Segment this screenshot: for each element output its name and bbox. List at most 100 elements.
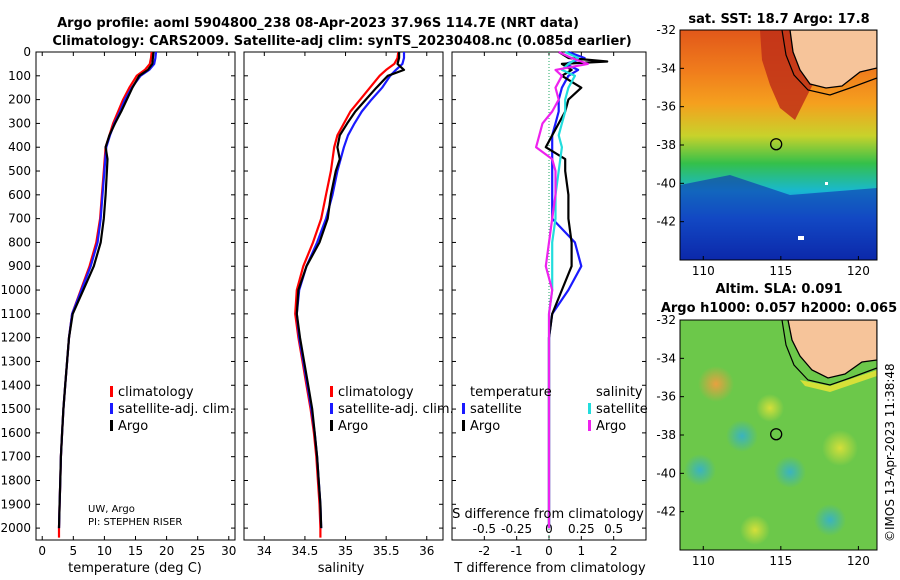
legend-clim-label: climatology bbox=[338, 385, 414, 400]
sla-anomaly bbox=[814, 504, 846, 536]
x-tick-label: 35.5 bbox=[373, 544, 400, 558]
sla-anomaly bbox=[684, 454, 716, 486]
legend-sat-label: satellite-adj. clim. bbox=[338, 402, 454, 417]
legend-temperature-heading: temperature bbox=[470, 385, 552, 400]
figure-title-line2: Climatology: CARS2009. Satellite-adj cli… bbox=[52, 34, 631, 49]
depth-tick-label: 700 bbox=[8, 212, 31, 226]
sst-land bbox=[789, 30, 877, 89]
legend-targo-swatch bbox=[462, 420, 465, 431]
depth-tick-label: 1500 bbox=[0, 402, 31, 416]
series-line bbox=[295, 52, 406, 529]
sla-anomaly bbox=[756, 394, 784, 422]
legend-salinity-heading: salinity bbox=[596, 385, 643, 400]
legend-targo-label: Argo bbox=[470, 419, 500, 434]
depth-tick-label: 0 bbox=[23, 45, 31, 59]
map-y-tick-label: -36 bbox=[656, 100, 676, 114]
sla-map-axes: 110 115 120 -32 -34 -36 -38 -40 -42 bbox=[656, 313, 869, 568]
sst-gap bbox=[798, 236, 804, 240]
s-tick-label: -0.5 bbox=[473, 522, 496, 536]
map-y-tick-label: -38 bbox=[656, 138, 676, 152]
depth-tick-label: 1400 bbox=[0, 378, 31, 392]
depth-tick-label: 800 bbox=[8, 235, 31, 249]
legend-argo-label: Argo bbox=[118, 419, 148, 434]
credit-line1: UW, Argo bbox=[88, 504, 135, 515]
legend-sat-label: satellite-adj. clim. bbox=[118, 402, 234, 417]
sst-map-title: sat. SST: 18.7 Argo: 17.8 bbox=[688, 12, 869, 27]
series-line bbox=[534, 51, 589, 529]
depth-tick-label: 900 bbox=[8, 259, 31, 273]
argo-position-marker bbox=[770, 138, 783, 151]
depth-tick-label: 1100 bbox=[0, 307, 31, 321]
map-y-tick-label: -34 bbox=[656, 61, 676, 75]
x-tick-label: 2 bbox=[610, 544, 618, 558]
depth-tick-label: 1000 bbox=[0, 283, 31, 297]
sla-land bbox=[787, 320, 877, 379]
legend-sat-swatch bbox=[110, 403, 113, 414]
map-y-tick-label: -32 bbox=[656, 313, 676, 327]
s-tick-label: 0.25 bbox=[568, 522, 595, 536]
legend-clim-swatch bbox=[110, 386, 113, 397]
temperature-plot: 0 5 10 15 20 25 30 bbox=[38, 51, 236, 558]
depth-tick-label: 1900 bbox=[0, 497, 31, 511]
legend-sargo-label: Argo bbox=[596, 419, 626, 434]
x-tick-label: 10 bbox=[97, 544, 112, 558]
x-tick-label: 15 bbox=[128, 544, 143, 558]
figure-title-line1: Argo profile: aoml 5904800_238 08-Apr-20… bbox=[57, 16, 579, 31]
map-x-tick-label: 120 bbox=[847, 264, 870, 278]
sla-anomaly bbox=[774, 456, 806, 488]
series-line bbox=[57, 51, 155, 529]
map-x-tick-label: 115 bbox=[769, 264, 792, 278]
temperature-panel bbox=[35, 51, 236, 541]
argo-position-marker bbox=[770, 428, 783, 441]
legend-tsat-swatch bbox=[462, 403, 465, 414]
credit-line2: PI: STEPHEN RISER bbox=[88, 517, 182, 528]
sst-isobath bbox=[781, 30, 877, 96]
legend-argo-swatch bbox=[110, 420, 113, 431]
sla-anomaly bbox=[698, 366, 734, 402]
depth-tick-label: 1800 bbox=[0, 473, 31, 487]
legend-ssat-swatch bbox=[588, 403, 591, 414]
depth-tick-label: 1200 bbox=[0, 331, 31, 345]
x-tick-label: 34.5 bbox=[292, 544, 319, 558]
map-x-tick-label: 110 bbox=[692, 264, 715, 278]
sla-anomaly bbox=[726, 420, 758, 452]
salinity-plot: 34 34.5 35 35.5 36 bbox=[257, 51, 434, 558]
temperature-legend: climatology satellite-adj. clim. Argo bbox=[110, 385, 234, 434]
x-tick-label: 34 bbox=[257, 544, 272, 558]
map-x-tick-label: 120 bbox=[847, 554, 870, 568]
imos-stamp: ©IMOS 13-Apr-2023 11:38:48 bbox=[883, 363, 897, 542]
depth-tick-label: 100 bbox=[8, 69, 31, 83]
x-tick-label: 30 bbox=[221, 544, 236, 558]
map-x-tick-label: 115 bbox=[769, 554, 792, 568]
s-tick-label: -0.25 bbox=[501, 522, 532, 536]
depth-axis: 0 100 200 300 400 500 600 700 800 900 1000 1100 1200… bbox=[0, 45, 646, 535]
x-tick-label: 20 bbox=[159, 544, 174, 558]
x-tick-label: 5 bbox=[69, 544, 77, 558]
legend-clim-label: climatology bbox=[118, 385, 194, 400]
sla-isobath bbox=[781, 320, 877, 386]
sst-map-axes: 110 115 120 -32 -34 -36 -38 -40 -42 bbox=[656, 23, 869, 278]
x-tick-label: 1 bbox=[578, 544, 586, 558]
map-y-tick-label: -38 bbox=[656, 428, 676, 442]
map-y-tick-label: -42 bbox=[656, 505, 676, 519]
difference-legend: temperature salinity satellite Argo sate… bbox=[462, 385, 648, 434]
sla-map bbox=[680, 320, 877, 550]
salinity-xlabel: salinity bbox=[318, 561, 365, 576]
depth-tick-label: 200 bbox=[8, 93, 31, 107]
sst-gap bbox=[825, 182, 828, 185]
salinity-panel bbox=[243, 51, 444, 541]
legend-argo-label: Argo bbox=[338, 419, 368, 434]
x-tick-label: 25 bbox=[190, 544, 205, 558]
x-tick-label: -1 bbox=[511, 544, 523, 558]
sla-coast-band bbox=[800, 370, 877, 392]
depth-tick-label: 400 bbox=[8, 140, 31, 154]
depth-tick-label: 600 bbox=[8, 188, 31, 202]
temperature-xlabel: temperature (deg C) bbox=[68, 561, 202, 576]
map-y-tick-label: -40 bbox=[656, 176, 676, 190]
sla-anomaly bbox=[740, 515, 770, 545]
map-y-tick-label: -36 bbox=[656, 390, 676, 404]
depth-tick-label: 300 bbox=[8, 116, 31, 130]
depth-tick-label: 1700 bbox=[0, 450, 31, 464]
s-tick-label: 0.5 bbox=[604, 522, 623, 536]
x-tick-label: -2 bbox=[478, 544, 490, 558]
